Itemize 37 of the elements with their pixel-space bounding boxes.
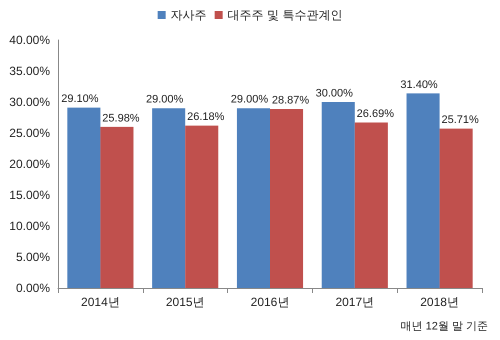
data-label: 29.00%	[230, 94, 268, 106]
y-tick-label: 40.00%	[9, 33, 50, 47]
data-label: 28.87%	[272, 94, 310, 107]
bar	[354, 122, 388, 288]
y-tick-label: 25.00%	[9, 126, 50, 140]
bar	[152, 108, 186, 288]
legend-label: 대주주 및 특수관계인	[228, 8, 342, 22]
bar	[406, 93, 440, 288]
text: 매년 12월 말 기준	[400, 320, 488, 332]
data-label: 31.40%	[400, 78, 438, 91]
x-tick-label: 2016년	[250, 295, 290, 309]
data-label: 29.00%	[146, 94, 184, 106]
x-tick-label: 2015년	[166, 295, 205, 309]
data-label: 26.69%	[356, 108, 394, 120]
data-label: 25.98%	[102, 112, 140, 124]
bar	[236, 108, 270, 288]
y-tick-label: 5.00%	[16, 250, 50, 264]
y-tick-label: 10.00%	[9, 219, 50, 233]
y-tick-label: 35.00%	[9, 64, 50, 78]
data-label: 30.00%	[316, 88, 354, 100]
x-tick-label: 2014년	[81, 295, 120, 309]
data-label: 26.18%	[187, 111, 225, 124]
y-tick-label: 15.00%	[9, 188, 50, 202]
bar	[322, 102, 355, 288]
bar	[185, 126, 218, 288]
x-tick-label: 2017년	[335, 295, 374, 309]
bar	[270, 109, 304, 288]
bar	[67, 108, 100, 288]
x-tick-label: 2018년	[420, 295, 459, 309]
y-tick-label: 0.00%	[16, 281, 50, 295]
bar	[100, 126, 134, 288]
y-tick-label: 20.00%	[9, 157, 50, 171]
y-tick-label: 30.00%	[9, 95, 50, 109]
legend-label: 자사주	[170, 8, 207, 22]
bar	[440, 128, 473, 288]
data-label: 29.10%	[61, 93, 99, 106]
data-label: 25.71%	[441, 114, 480, 126]
